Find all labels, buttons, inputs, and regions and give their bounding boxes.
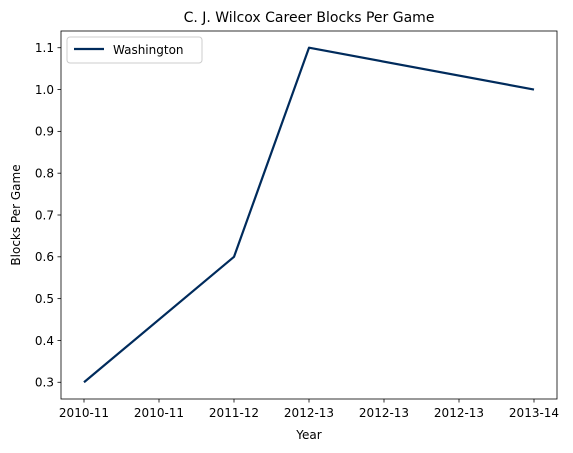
y-tick-label-2: 0.5 xyxy=(35,292,54,306)
x-tick-label-3: 2012-13 xyxy=(284,406,334,420)
y-tick-label-5: 0.8 xyxy=(35,166,54,180)
legend: Washington xyxy=(67,37,202,63)
chart-title: C. J. Wilcox Career Blocks Per Game xyxy=(184,10,435,26)
y-tick-label-4: 0.7 xyxy=(35,208,54,222)
x-tick-label-6: 2013-14 xyxy=(509,406,559,420)
y-tick-label-8: 1.1 xyxy=(35,41,54,55)
x-tick-label-1: 2010-11 xyxy=(134,406,184,420)
y-tick-label-3: 0.6 xyxy=(35,250,54,264)
y-axis-title: Blocks Per Game xyxy=(9,164,23,265)
x-tick-label-4: 2012-13 xyxy=(359,406,409,420)
x-tick-label-2: 2011-12 xyxy=(209,406,259,420)
x-axis-title: Year xyxy=(295,428,321,442)
x-tick-label-0: 2010-11 xyxy=(59,406,109,420)
legend-label-washington: Washington xyxy=(113,43,184,57)
x-tick-label-5: 2012-13 xyxy=(434,406,484,420)
y-tick-label-6: 0.9 xyxy=(35,125,54,139)
y-tick-label-1: 0.4 xyxy=(35,334,54,348)
y-tick-label-7: 1.0 xyxy=(35,83,54,97)
y-tick-label-0: 0.3 xyxy=(35,376,54,390)
